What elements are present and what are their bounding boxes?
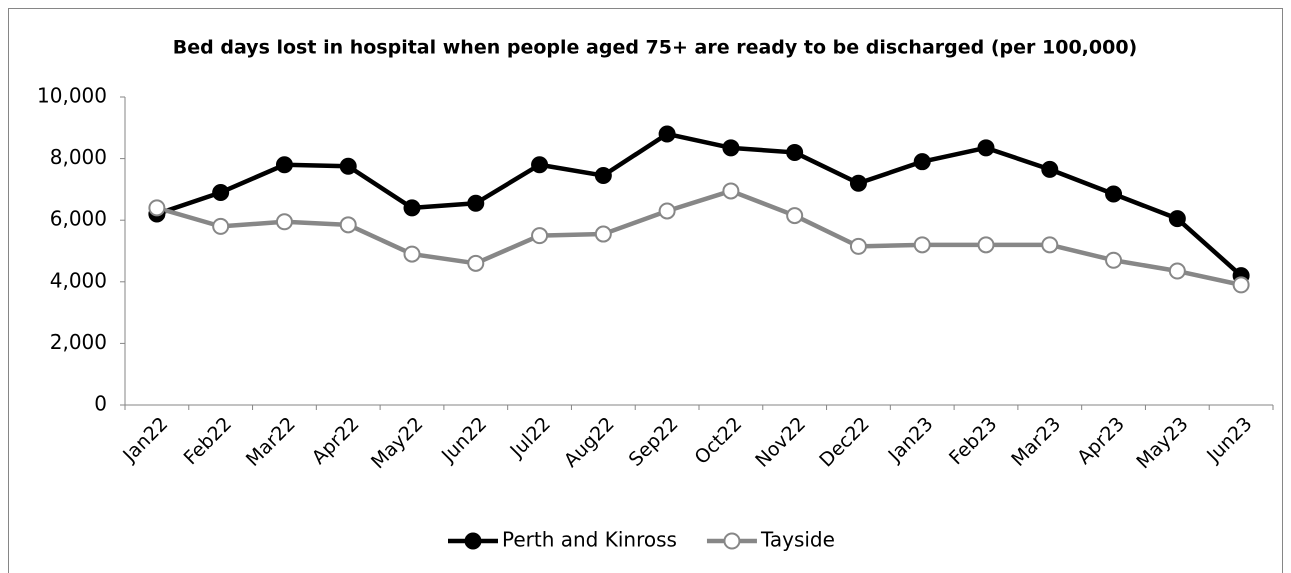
data-point: [1168, 210, 1186, 228]
data-point: [1168, 262, 1186, 280]
data-point: [786, 207, 804, 225]
data-point: [658, 202, 676, 220]
legend-marker: [464, 532, 482, 550]
data-point: [467, 254, 485, 272]
data-point: [913, 153, 931, 171]
data-point: [722, 139, 740, 157]
y-tick-label: 10,000: [37, 84, 107, 108]
data-point: [786, 143, 804, 161]
y-tick-label: 4,000: [50, 268, 107, 292]
data-point: [275, 213, 293, 231]
data-point: [849, 174, 867, 192]
data-point: [1105, 185, 1123, 203]
y-tick-label: 6,000: [50, 207, 107, 231]
data-point: [1041, 236, 1059, 254]
legend-marker: [723, 532, 741, 550]
y-tick-label: 8,000: [50, 145, 107, 169]
data-point: [1105, 251, 1123, 269]
chart-border: [8, 8, 1283, 573]
y-tick-label: 2,000: [50, 330, 107, 354]
data-point: [913, 236, 931, 254]
data-point: [403, 199, 421, 217]
data-point: [531, 156, 549, 174]
data-point: [594, 167, 612, 185]
data-point: [722, 182, 740, 200]
data-point: [467, 194, 485, 212]
data-point: [339, 157, 357, 175]
data-point: [275, 156, 293, 174]
series-line: [156, 188, 1242, 288]
legend-label: Tayside: [760, 528, 835, 552]
data-point: [977, 236, 995, 254]
data-point: [148, 199, 166, 217]
data-point: [977, 139, 995, 157]
data-point: [212, 183, 230, 201]
chart-title: Bed days lost in hospital when people ag…: [173, 37, 1137, 59]
series-line: [156, 131, 1243, 278]
legend-label: Perth and Kinross: [502, 528, 677, 552]
data-point: [1232, 276, 1250, 294]
data-point: [594, 225, 612, 243]
data-point: [531, 227, 549, 245]
y-tick-label: 0: [94, 392, 107, 416]
data-point: [212, 217, 230, 235]
data-point: [403, 245, 421, 263]
data-point: [658, 125, 676, 143]
data-point: [1041, 160, 1059, 178]
data-point: [339, 216, 357, 234]
data-point: [849, 237, 867, 255]
